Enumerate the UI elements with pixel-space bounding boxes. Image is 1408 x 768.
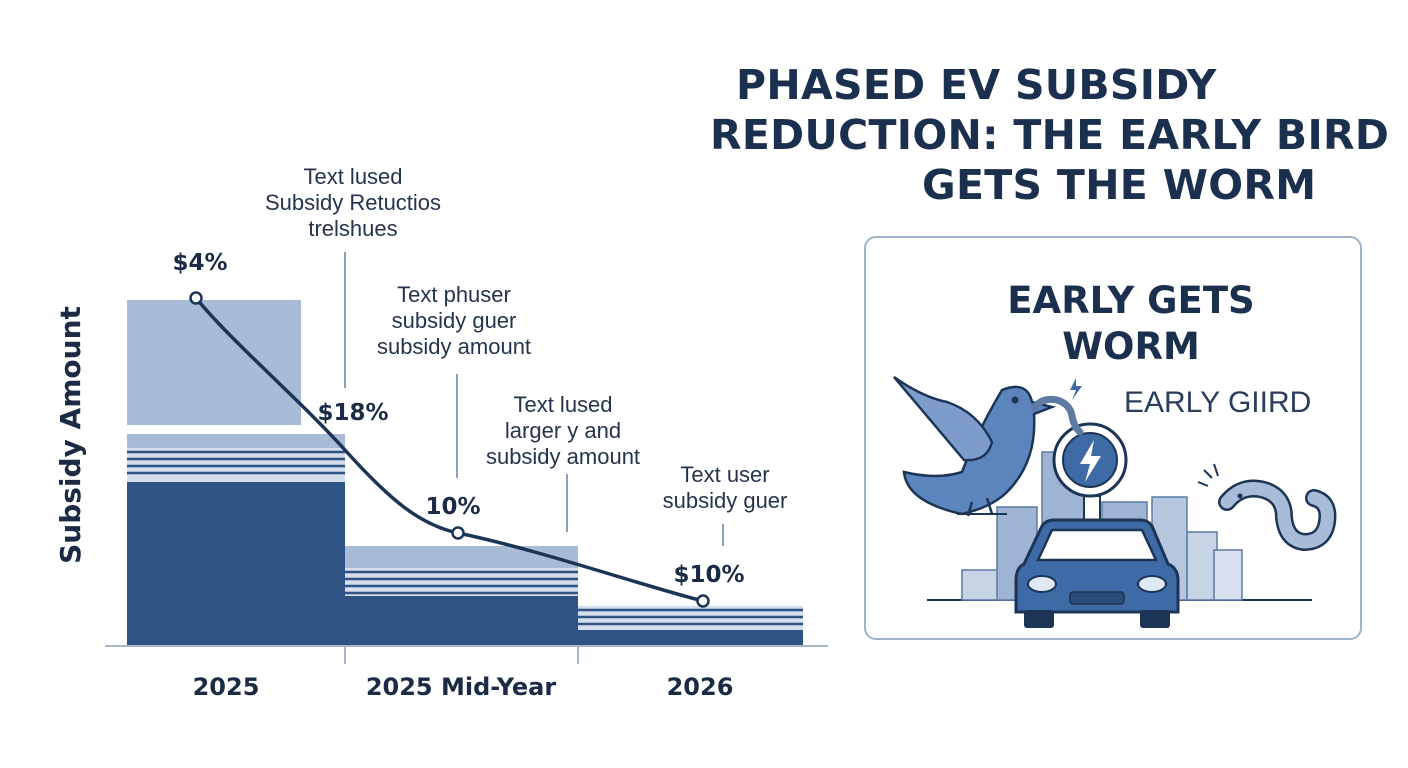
panel-subtext: EARLY GIIRD [1124, 386, 1312, 419]
annotation-2-line-2: subsidy guer [392, 308, 517, 333]
car-icon [1014, 518, 1180, 628]
annotation-3-line-1: Text lused [513, 392, 612, 417]
annotation-3-line-3: subsidy amount [486, 444, 640, 469]
trend-point-1 [189, 291, 203, 305]
title-line-2: REDUCTION: THE EARLY BIRD [710, 111, 1390, 159]
worm-icon [1197, 463, 1337, 552]
category-label-3: 2026 [667, 673, 734, 701]
illustration-panel: EARLY GETS WORM EARLY GIIRD [864, 236, 1362, 640]
tick-marks [344, 646, 579, 664]
panel-heading-line-2: WORM [1062, 325, 1200, 368]
data-label-step: $18% [317, 400, 388, 426]
annotation-4-line-2: subsidy guer [663, 488, 788, 513]
bars-layer [127, 300, 803, 646]
bar-2026-dark [578, 630, 803, 646]
illustration [893, 375, 1337, 628]
data-label-2: 10% [425, 494, 480, 520]
bar-2025-light [127, 434, 345, 448]
bar-2025-mid-year-light [345, 546, 578, 568]
panel-heading-line-1: EARLY GETS [1007, 279, 1255, 322]
trend-points [189, 291, 710, 608]
y-axis-label: Subsidy Amount [54, 306, 87, 564]
category-label-2: 2025 Mid-Year [366, 673, 557, 701]
annotation-4-line-1: Text user [680, 462, 769, 487]
trend-point-3 [696, 594, 710, 608]
trend-point-2 [451, 526, 465, 540]
title-line-3: GETS THE WORM [922, 161, 1317, 209]
data-labels: $4% 10% $10% $18% [172, 250, 744, 588]
annotation-leaders [344, 252, 724, 546]
lightning-bolt-icon [1052, 378, 1128, 525]
category-label-1: 2025 [193, 673, 260, 701]
annotation-3-line-2: larger y and [505, 418, 621, 443]
title-line-1: PHASED EV SUBSIDY [736, 61, 1217, 109]
annotation-2-line-1: Text phuser [397, 282, 511, 307]
annotation-1-line-3: trelshues [308, 216, 397, 241]
trend-line [194, 296, 704, 603]
panel-heading: EARLY GETS WORM [866, 278, 1360, 370]
bar-2025-dark [127, 482, 345, 646]
bar-2025-mid-year-dark [345, 596, 578, 646]
category-labels: 2025 2025 Mid-Year 2026 [193, 673, 734, 701]
annotation-1-line-1: Text lused [303, 164, 402, 189]
bird-icon [893, 375, 1084, 517]
data-label-1: $4% [172, 250, 227, 276]
annotation-2-line-3: subsidy amount [377, 334, 531, 359]
annotation-1-line-2: Subsidy Retuctios [265, 190, 441, 215]
data-label-3: $10% [673, 562, 744, 588]
